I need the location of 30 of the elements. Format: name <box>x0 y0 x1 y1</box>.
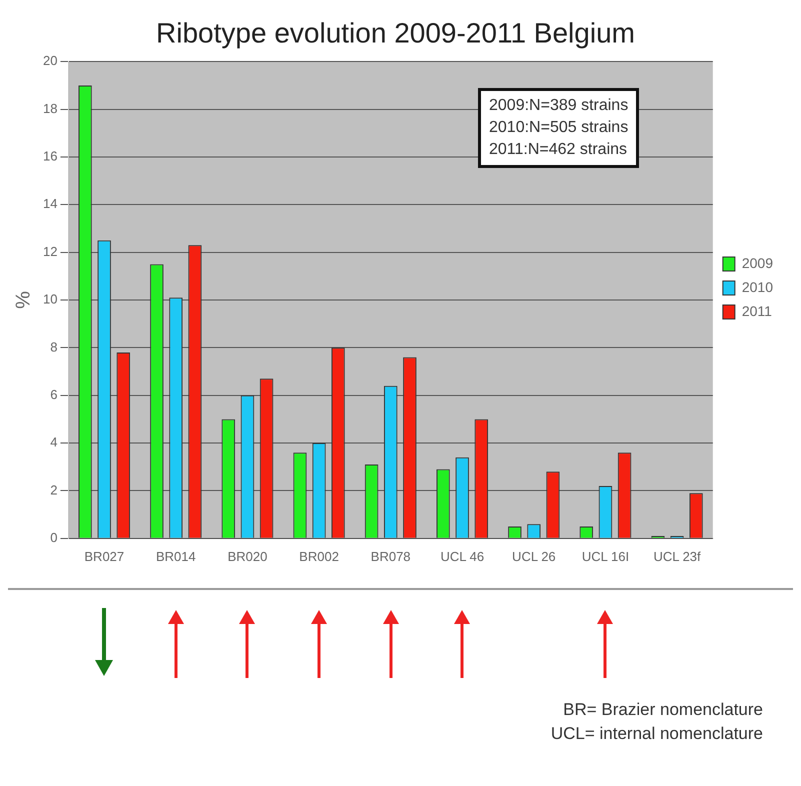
legend-label: 2010 <box>742 278 774 295</box>
annotation: 2009:N=389 strains <box>489 96 628 116</box>
text: BR= Brazier nomenclature <box>562 699 763 721</box>
x-tick-label: BR027 <box>84 548 124 564</box>
y-tick-label: 12 <box>42 244 58 259</box>
text: UCL= internal nomenclature <box>550 723 763 745</box>
x-tick-label: UCL 23f <box>653 548 702 564</box>
x-tick-label: BR002 <box>299 548 339 564</box>
y-tick-label: 20 <box>42 53 58 68</box>
x-tick-label: UCL 26 <box>512 548 556 564</box>
y-axis-title: % <box>12 290 35 309</box>
y-tick-label: 8 <box>50 339 58 354</box>
y-tick-label: 16 <box>42 148 58 164</box>
x-tick-label: BR014 <box>156 548 196 564</box>
y-tick-label: 14 <box>42 196 58 212</box>
legend-label: 2011 <box>742 302 772 319</box>
annotation: 2010:N=505 strains <box>489 118 628 138</box>
x-tick-label: BR078 <box>370 548 411 564</box>
chart-title: Ribotype evolution 2009-2011 Belgium <box>156 18 635 49</box>
x-tick-label: UCL 16I <box>582 548 630 564</box>
y-tick-label: 18 <box>42 100 58 116</box>
legend-label: 2009 <box>742 254 774 271</box>
x-tick-label: BR020 <box>228 548 268 564</box>
y-tick-label: 2 <box>50 482 58 498</box>
y-tick-label: 10 <box>42 292 58 307</box>
y-tick-label: 4 <box>50 434 58 450</box>
y-tick-label: 6 <box>50 386 58 402</box>
annotation: 2011:N=462 strains <box>489 140 628 160</box>
y-tick-label: 0 <box>50 530 58 545</box>
x-tick-label: UCL 46 <box>440 548 484 564</box>
